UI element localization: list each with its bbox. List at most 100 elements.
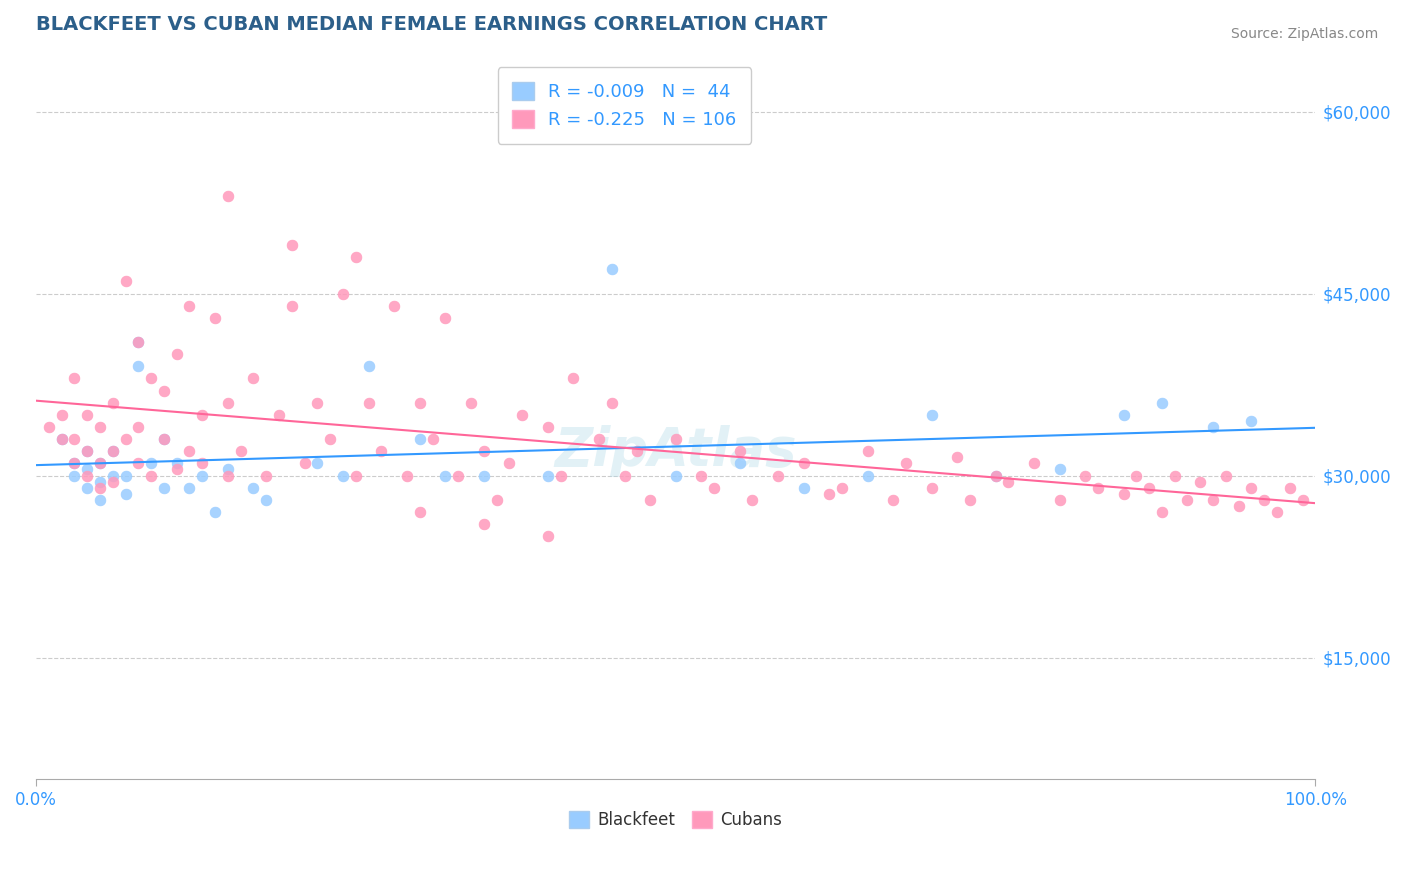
Point <box>89 475 111 489</box>
Point <box>166 462 188 476</box>
Point <box>537 468 560 483</box>
Point <box>38 420 60 434</box>
Point <box>1227 499 1250 513</box>
Point <box>344 468 367 483</box>
Legend: Blackfeet, Cubans: Blackfeet, Cubans <box>562 805 789 836</box>
Point <box>690 468 713 483</box>
Point <box>498 457 520 471</box>
Point <box>409 432 432 446</box>
Point <box>204 505 226 519</box>
Point <box>510 408 533 422</box>
Point <box>382 299 405 313</box>
Point <box>179 481 201 495</box>
Point <box>254 492 277 507</box>
Point <box>1150 396 1173 410</box>
Point <box>267 408 290 422</box>
Point <box>1163 468 1185 483</box>
Point <box>166 347 188 361</box>
Point <box>422 432 444 446</box>
Point <box>139 371 162 385</box>
Point <box>793 457 815 471</box>
Point <box>101 396 124 410</box>
Point <box>139 457 162 471</box>
Point <box>153 432 176 446</box>
Point <box>89 492 111 507</box>
Point <box>357 396 380 410</box>
Point <box>818 487 841 501</box>
Point <box>89 457 111 471</box>
Point <box>562 371 585 385</box>
Text: BLACKFEET VS CUBAN MEDIAN FEMALE EARNINGS CORRELATION CHART: BLACKFEET VS CUBAN MEDIAN FEMALE EARNING… <box>37 15 827 34</box>
Point <box>856 444 879 458</box>
Point <box>626 444 648 458</box>
Point <box>665 468 688 483</box>
Point <box>1150 505 1173 519</box>
Point <box>1074 468 1097 483</box>
Point <box>1202 492 1225 507</box>
Point <box>101 468 124 483</box>
Point <box>89 481 111 495</box>
Point <box>946 450 969 465</box>
Point <box>959 492 981 507</box>
Point <box>242 371 264 385</box>
Point <box>127 457 149 471</box>
Point <box>51 432 73 446</box>
Point <box>434 468 457 483</box>
Point <box>63 457 86 471</box>
Point <box>153 384 176 398</box>
Point <box>101 444 124 458</box>
Point <box>984 468 1007 483</box>
Point <box>76 481 98 495</box>
Point <box>179 299 201 313</box>
Point <box>600 396 623 410</box>
Point <box>153 481 176 495</box>
Point <box>370 444 392 458</box>
Point <box>447 468 470 483</box>
Point <box>1189 475 1212 489</box>
Point <box>409 505 432 519</box>
Point <box>434 310 457 325</box>
Point <box>485 492 508 507</box>
Point <box>127 359 149 374</box>
Point <box>600 262 623 277</box>
Point <box>460 396 482 410</box>
Point <box>1022 457 1045 471</box>
Point <box>191 468 214 483</box>
Point <box>741 492 763 507</box>
Point <box>217 468 239 483</box>
Point <box>472 444 495 458</box>
Point <box>856 468 879 483</box>
Point <box>984 468 1007 483</box>
Point <box>76 468 98 483</box>
Point <box>204 310 226 325</box>
Point <box>153 432 176 446</box>
Point <box>409 396 432 410</box>
Point <box>307 396 329 410</box>
Point <box>1112 487 1135 501</box>
Point <box>472 468 495 483</box>
Point <box>665 432 688 446</box>
Point <box>191 457 214 471</box>
Point <box>921 408 943 422</box>
Point <box>127 420 149 434</box>
Point <box>114 274 136 288</box>
Point <box>76 408 98 422</box>
Point <box>114 487 136 501</box>
Point <box>166 457 188 471</box>
Point <box>766 468 789 483</box>
Point <box>217 189 239 203</box>
Point <box>472 517 495 532</box>
Point <box>217 462 239 476</box>
Point <box>307 457 329 471</box>
Point <box>1240 414 1263 428</box>
Point <box>537 420 560 434</box>
Point <box>114 432 136 446</box>
Point <box>395 468 418 483</box>
Point <box>101 475 124 489</box>
Point <box>728 444 751 458</box>
Point <box>588 432 610 446</box>
Point <box>254 468 277 483</box>
Point <box>127 334 149 349</box>
Point <box>882 492 904 507</box>
Point <box>1215 468 1237 483</box>
